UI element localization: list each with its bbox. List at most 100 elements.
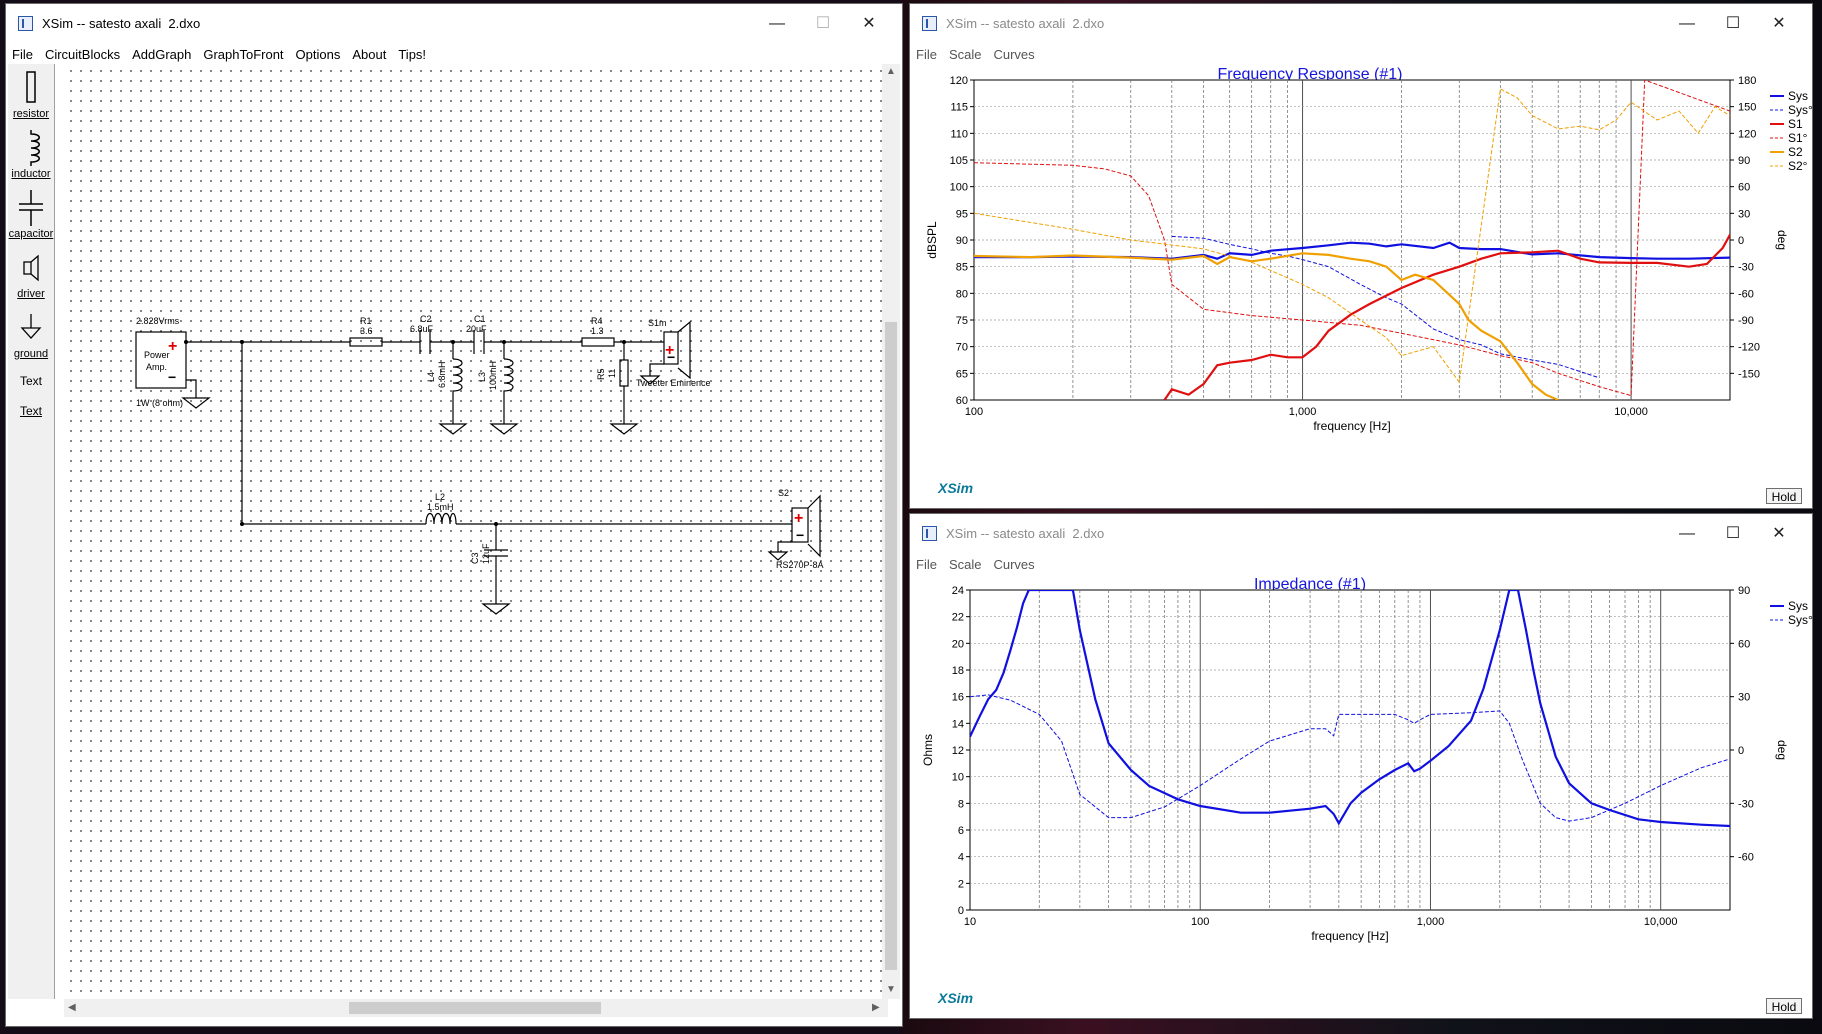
frequency-response-window: XSim -- satesto axali 2.dxo — ☐ ✕ File Sc… — [910, 4, 1812, 508]
series-line-s2-phase — [974, 88, 1730, 384]
y2-tick-label: 30 — [1738, 208, 1750, 220]
schematic-menu-about[interactable]: About — [352, 47, 387, 62]
legend-entry: S1° — [1788, 131, 1808, 145]
minimize-button[interactable]: — — [1679, 15, 1695, 32]
imp-menubar: File Scale Curves — [910, 554, 1812, 576]
c3-value: 12uF — [481, 543, 491, 564]
y2-tick-label: -60 — [1738, 288, 1754, 300]
close-button[interactable]: ✕ — [1772, 525, 1786, 542]
imp-menu-file[interactable]: File — [916, 557, 937, 572]
y-axis-label: dBSPL — [925, 221, 939, 259]
series-line-sys-phase — [970, 694, 1730, 822]
xsim-app-icon — [18, 16, 33, 31]
freq-titlebar[interactable]: XSim -- satesto axali 2.dxo — ☐ ✕ — [910, 4, 1812, 44]
imp-chart-title: Impedance (#1) — [1253, 576, 1367, 593]
schematic-menu-addgraph[interactable]: AddGraph — [132, 47, 192, 62]
freq-menu-curves[interactable]: Curves — [993, 47, 1035, 62]
tool-driver[interactable]: driver — [8, 248, 54, 300]
schematic-menu-file[interactable]: File — [12, 47, 33, 62]
resistor-icon — [26, 71, 36, 103]
schematic-canvas[interactable]: + + + − − − 2.828Vrms Power Amp. 1W (8 o… — [64, 64, 886, 999]
s2-name: S2 — [778, 488, 789, 498]
tool-label: inductor — [11, 168, 51, 180]
c2-value: 6.8uF — [410, 324, 434, 334]
y2-tick-label: 0 — [1738, 235, 1744, 247]
tool-label: Text — [19, 404, 42, 418]
tool-resistor[interactable]: resistor — [8, 68, 54, 120]
s2-label: RS270P-8A — [776, 560, 824, 570]
r5-name: R5 — [596, 368, 606, 380]
maximize-button[interactable]: ☐ — [1725, 15, 1741, 32]
tool-label: ground — [13, 348, 49, 360]
y-tick-label: 22 — [952, 612, 964, 624]
x-tick-label: 10 — [964, 916, 976, 928]
hold-button[interactable]: Hold — [1766, 488, 1802, 504]
imp-menu-curves[interactable]: Curves — [993, 557, 1035, 572]
y2-tick-label: 120 — [1738, 128, 1756, 140]
inductor-icon — [30, 130, 40, 166]
schematic-menu-circuitblocks[interactable]: CircuitBlocks — [44, 47, 121, 62]
imp-menu-scale[interactable]: Scale — [948, 557, 982, 572]
tool-text[interactable]: Text — [8, 374, 54, 388]
vertical-scrollbar[interactable]: ▲ ▼ — [882, 64, 900, 999]
schematic-menu-tips[interactable]: Tips! — [398, 47, 427, 62]
vertical-scroll-thumb[interactable] — [885, 322, 897, 970]
svg-text:+: + — [168, 338, 177, 355]
scroll-right-icon[interactable]: ▶ — [872, 1002, 880, 1013]
c3-name: C3 — [470, 552, 480, 564]
maximize-button[interactable]: ☐ — [1725, 525, 1741, 542]
x-axis-label: frequency [Hz] — [1311, 929, 1388, 943]
legend-entry: S1 — [1788, 117, 1803, 131]
y2-tick-label: -120 — [1738, 342, 1760, 354]
speaker-icon — [23, 254, 39, 282]
scroll-up-icon[interactable]: ▲ — [886, 66, 896, 77]
c1-value: 20uF — [466, 324, 487, 334]
svg-text:−: − — [796, 527, 804, 543]
legend-entry: Sys — [1788, 89, 1808, 103]
schematic-titlebar[interactable]: XSim -- satesto axali 2.dxo — ☐ ✕ — [6, 4, 902, 44]
minimize-button[interactable]: — — [769, 15, 785, 32]
amp-name-2: Amp. — [146, 362, 167, 372]
schematic-menu-graphtofront[interactable]: GraphToFront — [203, 47, 284, 62]
y-tick-label: 85 — [956, 262, 968, 274]
imp-window-title: XSim -- satesto axali 2.dxo — [946, 526, 1105, 541]
series-line-s1 — [1163, 234, 1730, 400]
horizontal-scrollbar[interactable]: ◀ ▶ — [64, 999, 888, 1017]
y-tick-label: 6 — [958, 825, 964, 837]
l4-value: 6.8mH — [437, 361, 447, 388]
y-tick-label: 12 — [952, 745, 964, 757]
schematic-menu-options[interactable]: Options — [295, 47, 341, 62]
x-tick-label: 1,000 — [1289, 406, 1317, 418]
y-tick-label: 10 — [952, 772, 964, 784]
y2-tick-label: -60 — [1738, 852, 1754, 864]
r1-name: R1 — [360, 316, 372, 326]
tool-label: capacitor — [8, 228, 54, 240]
l2-value: 1.5mH — [427, 502, 454, 512]
tool-capacitor[interactable]: capacitor — [8, 188, 54, 240]
freq-menu-scale[interactable]: Scale — [948, 47, 982, 62]
scroll-down-icon[interactable]: ▼ — [886, 984, 896, 995]
tool-label: Text — [19, 374, 42, 388]
y-tick-label: 20 — [952, 638, 964, 650]
scroll-left-icon[interactable]: ◀ — [68, 1002, 76, 1013]
r1-value: 3.6 — [360, 326, 373, 336]
y2-tick-label: 90 — [1738, 585, 1750, 597]
freq-menu-file[interactable]: File — [916, 47, 937, 62]
maximize-button[interactable]: ☐ — [815, 15, 831, 32]
horizontal-scroll-thumb[interactable] — [349, 1002, 601, 1014]
minimize-button[interactable]: — — [1679, 525, 1695, 542]
close-button[interactable]: ✕ — [1772, 15, 1786, 32]
y-tick-label: 65 — [956, 368, 968, 380]
tool-ground[interactable]: ground — [8, 308, 54, 360]
hold-button[interactable]: Hold — [1766, 998, 1802, 1014]
svg-text:−: − — [667, 349, 675, 365]
close-button[interactable]: ✕ — [862, 15, 876, 32]
ground-icon — [20, 314, 42, 339]
series-group — [970, 590, 1730, 828]
tool-inductor[interactable]: inductor — [8, 128, 54, 180]
xsim-app-icon — [922, 16, 937, 31]
s1-name: S1m — [648, 318, 667, 328]
tool-text-underlined[interactable]: Text — [8, 404, 54, 418]
imp-titlebar[interactable]: XSim -- satesto axali 2.dxo — ☐ ✕ — [910, 514, 1812, 554]
y-tick-label: 100 — [950, 182, 968, 194]
